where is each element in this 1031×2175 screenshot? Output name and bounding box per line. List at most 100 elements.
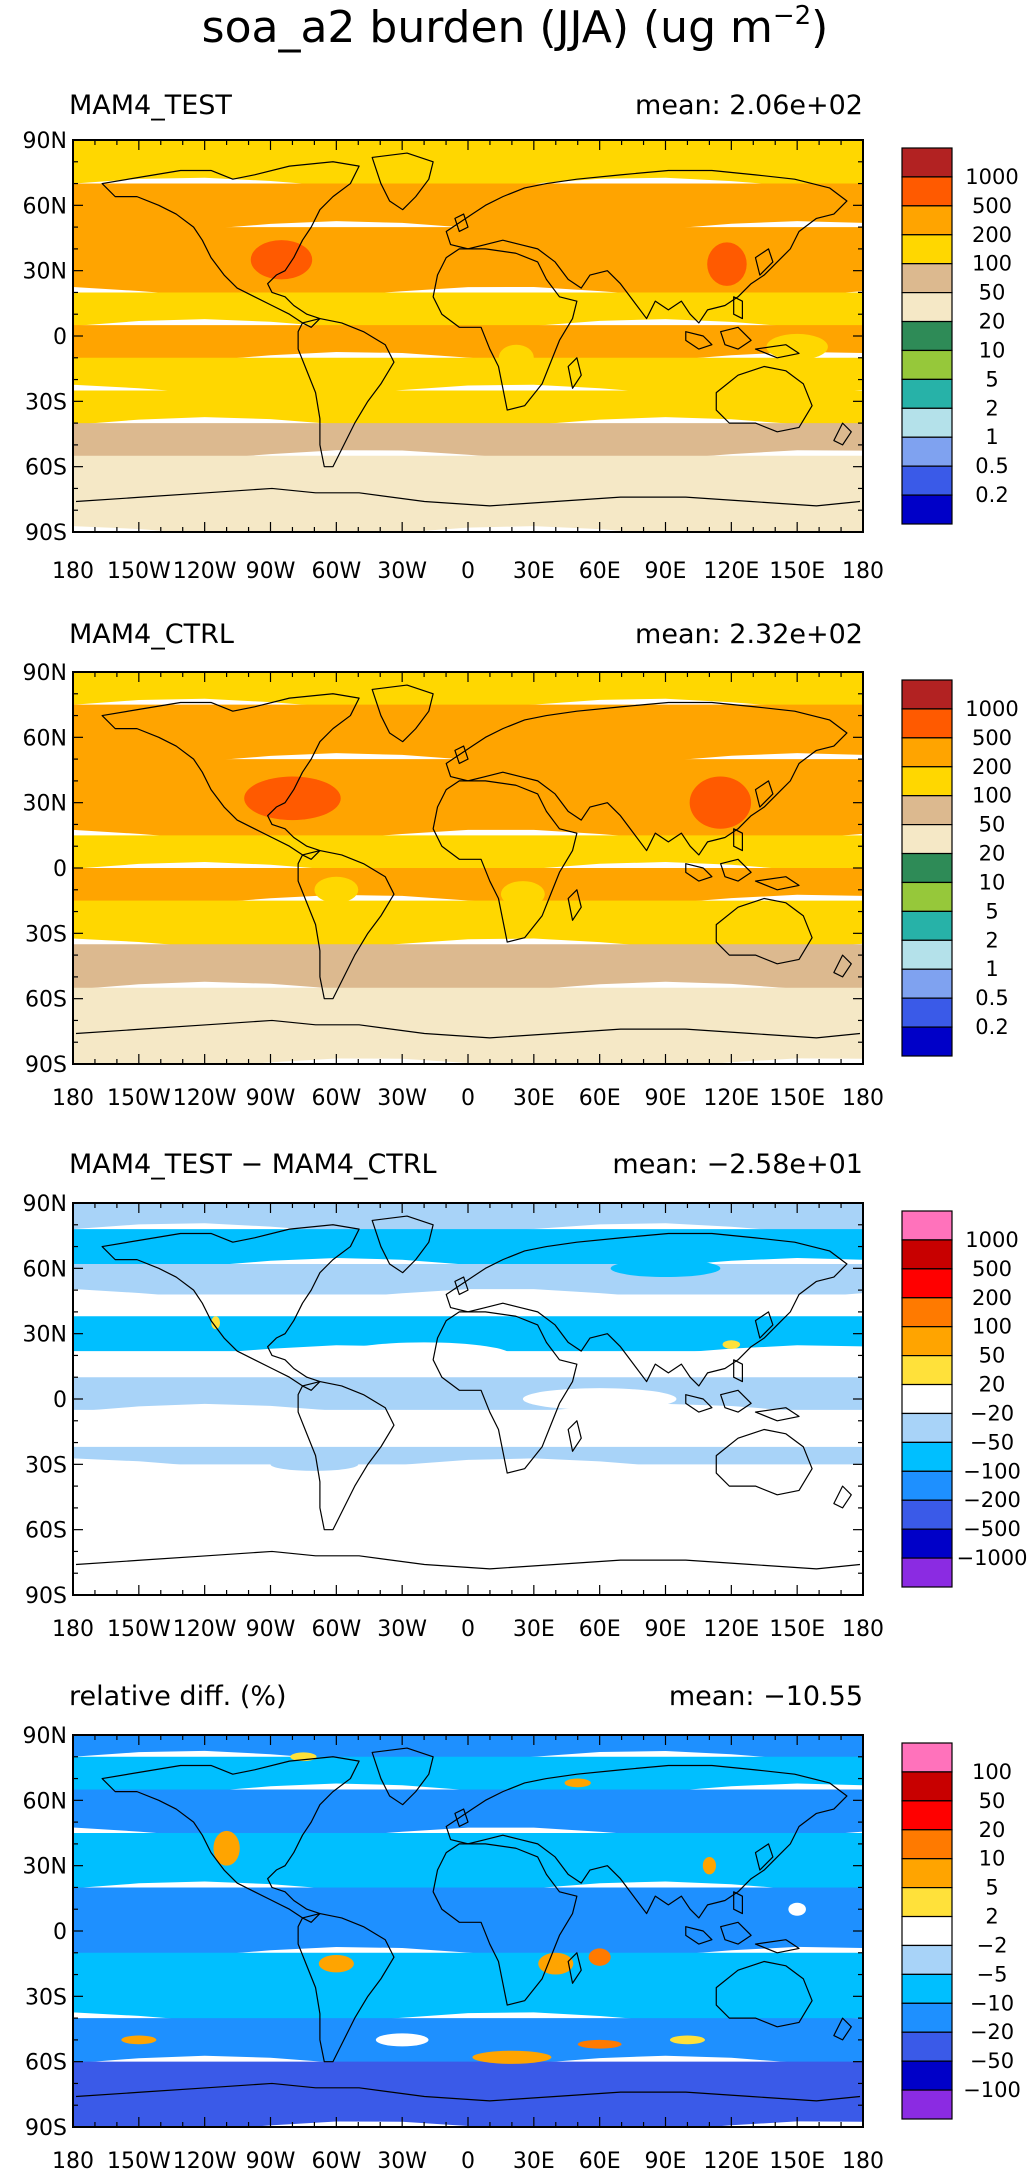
colorbar-box [901,910,953,941]
contour-hotspot [669,2035,705,2045]
colorbar-label: 2 [985,396,998,420]
lon-tick-label: 90W [246,559,296,584]
colorbar-box [901,176,953,207]
contour-hotspot [211,1316,221,1330]
contour-hotspot [577,2039,622,2049]
contour-hotspot [314,876,359,903]
colorbar-label: 1 [985,957,998,981]
contour-band [73,2061,863,2127]
colorbar-label: 100 [972,1315,1012,1339]
colorbar-box [901,1470,953,1501]
contour-hotspot [318,1954,354,1973]
colorbar-label: 50 [979,813,1006,837]
contour-hotspot [702,1856,716,1875]
lon-tick-label: 150W [107,559,171,584]
contour-hotspot [500,881,545,908]
lon-tick-label: 180 [842,2149,884,2174]
colorbar-label: 5 [985,1876,998,1900]
contour-band [73,1952,863,2025]
contour-band [73,1833,863,1894]
lat-tick-label: 90S [25,2116,67,2141]
colorbar-label: 1 [985,425,998,449]
lon-tick-label: 30E [513,1086,555,1111]
lon-tick-label: 90W [246,2149,296,2174]
contour-hotspot [336,1342,512,1369]
panel-title: MAM4_TEST [69,90,232,121]
contour-band [73,1464,863,1595]
colorbar-label: −20 [970,1401,1014,1425]
colorbar-label: −500 [963,1517,1021,1541]
colorbar-box [901,824,953,855]
contour-band [73,1887,863,1959]
contour-hotspot [788,1902,806,1916]
colorbar-box [901,1829,953,1860]
contour-hotspot [127,767,216,803]
contour-band [73,704,863,765]
contour-hotspot [121,231,201,267]
contour-hotspot [244,776,341,821]
contour-band [73,1316,863,1357]
colorbar-label: 1000 [965,1228,1018,1252]
lat-tick-label: 30N [23,260,67,285]
lon-tick-label: 120W [173,1617,237,1642]
lon-tick-label: 0 [461,1086,475,1111]
colorbar-box [901,1499,953,1530]
lon-tick-label: 150W [107,1617,171,1642]
lat-tick-label: 90S [25,1584,67,1609]
colorbar-label: 500 [972,194,1012,218]
lat-tick-label: 60S [25,456,67,481]
colorbar-box [901,1326,953,1357]
lon-tick-label: 0 [461,1617,475,1642]
lon-tick-label: 30E [513,559,555,584]
contour-hotspot [564,1778,591,1788]
panel-mean: mean: −10.55 [669,1681,863,1712]
colorbar-box [901,407,953,438]
colorbar-label: −100 [963,2078,1021,2102]
lat-tick-label: 60N [23,726,67,751]
colorbar-label: 0.5 [975,454,1008,478]
lon-tick-label: 90E [645,559,687,584]
lon-tick-label: 90W [246,1617,296,1642]
contour-band [73,868,863,907]
colorbar-box [901,1915,953,1947]
lat-tick-label: 30S [25,390,67,415]
lon-tick-label: 150W [107,2149,171,2174]
lon-tick-label: 180 [842,559,884,584]
colorbar-box [901,968,953,999]
colorbar-label: 200 [972,223,1012,247]
colorbar-box [901,1297,953,1328]
lon-tick-label: 150E [769,1086,825,1111]
lon-tick-label: 0 [461,559,475,584]
figure-title: soa_a2 burden (JJA) (ug m−2) [202,1,829,53]
colorbar-label: −20 [970,2020,1014,2044]
contour-band [73,183,863,233]
colorbar-box [901,1268,953,1299]
colorbar-box [901,795,953,826]
lon-tick-label: 30E [513,2149,555,2174]
colorbar-label: 20 [979,842,1006,866]
contour-band [73,1756,863,1796]
lon-tick-label: 150E [769,1617,825,1642]
lon-tick-label: 180 [52,2149,94,2174]
colorbar-box [901,263,953,294]
colorbar-label: 5 [985,367,998,391]
colorbar-box [901,1944,953,1975]
lon-tick-label: 60W [311,559,361,584]
colorbar-box [901,2089,953,2120]
colorbar-label: 200 [972,1286,1012,1310]
colorbar-box [901,939,953,970]
lon-tick-label: 120E [703,1086,759,1111]
colorbar-label: −200 [963,1488,1021,1512]
colorbar-box [901,1742,953,1773]
contour-band [73,1446,863,1471]
lon-tick-label: 180 [842,1086,884,1111]
field-map [73,1203,863,1595]
contour-band [73,1789,863,1839]
colorbar-box [901,1210,953,1241]
lat-tick-label: 0 [53,857,67,882]
lon-tick-label: 30W [377,1617,427,1642]
contour-band [73,140,863,190]
colorbar-box [901,349,953,380]
colorbar-box [901,1528,953,1559]
